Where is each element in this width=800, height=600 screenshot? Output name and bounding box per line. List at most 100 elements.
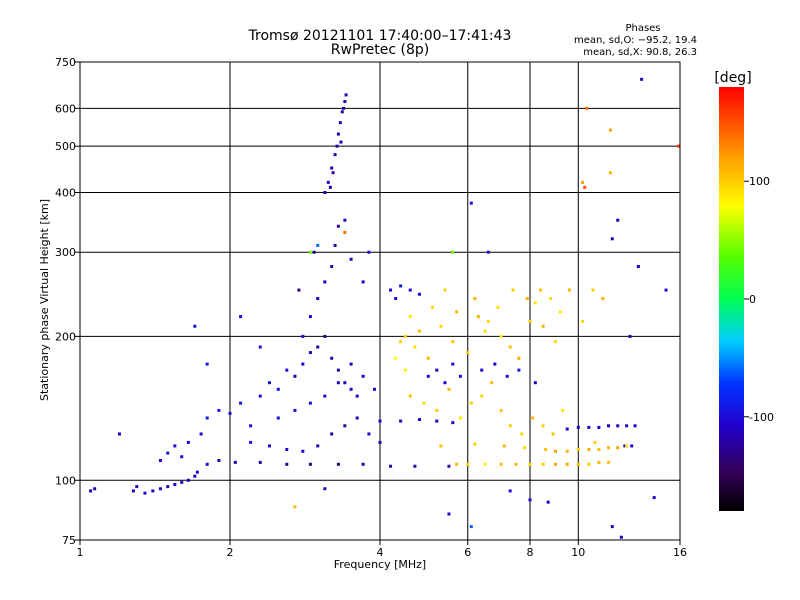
data-point [323,334,327,338]
data-point [610,525,614,529]
y-tick-label: 600 [55,102,76,115]
y-tick-label: 200 [55,330,76,343]
y-tick-label: 400 [55,186,76,199]
data-point [323,487,327,491]
data-point [399,340,403,344]
colorbar-ticks: 100 0 -100 [744,175,774,424]
data-point [422,401,426,405]
data-point [431,305,435,309]
data-point [553,462,557,466]
data-point [551,432,555,436]
data-point [186,478,190,482]
data-point [447,464,451,468]
data-point [539,288,543,292]
data-point [293,408,297,412]
data-point [331,171,335,175]
data-point [546,500,550,504]
data-point [343,381,347,385]
data-point [511,288,515,292]
data-point [608,128,612,132]
data-point [249,424,253,428]
data-point [469,525,473,529]
data-point [505,374,509,378]
y-tick-label: 100 [55,474,76,487]
data-point [336,462,340,466]
data-point [561,408,565,412]
data-point [523,446,527,450]
data-point [508,489,512,493]
data-point [447,512,451,516]
data-point [597,460,601,464]
data-point [312,250,316,254]
data-point [565,427,569,431]
data-point [451,340,455,344]
data-point [455,462,459,466]
y-axis-label: Stationary phase Virtual Height [km] [38,199,51,401]
data-point [399,419,403,423]
data-point [217,458,221,462]
data-point [451,362,455,366]
y-tick-label: 750 [55,56,76,69]
data-point [408,394,412,398]
data-point [338,121,342,125]
data-point [558,310,562,314]
data-point [193,324,197,328]
data-point [486,319,490,323]
data-point [417,292,421,296]
data-point [607,446,611,450]
data-point [258,345,262,349]
data-point [565,462,569,466]
data-point [328,185,332,189]
data-point [593,440,597,444]
data-point [285,368,289,372]
chart-subtitle: RwPretec (8p) [331,42,429,58]
annotation-heading: Phases [625,23,660,34]
data-point [576,447,580,451]
data-point [89,489,93,493]
data-point [330,356,334,360]
data-point [417,418,421,422]
data-point [567,288,571,292]
data-point [117,432,121,436]
data-point [541,462,545,466]
data-point [361,462,365,466]
data-point [625,424,629,428]
data-point [576,425,580,429]
data-point [583,185,587,189]
data-point [199,432,203,436]
data-point [520,432,524,436]
data-point [576,462,580,466]
data-point [355,416,359,420]
data-point [403,334,407,338]
data-point [308,401,312,405]
data-point [581,180,585,184]
data-point [466,351,470,355]
colorbar-tick-label: 100 [749,175,770,188]
data-point [426,356,430,360]
data-point [435,368,439,372]
data-point [186,440,190,444]
data-point [616,424,620,428]
data-point [205,362,209,366]
data-point [528,319,532,323]
data-point [476,315,480,319]
data-point [308,250,312,254]
x-tick-label: 6 [464,546,471,559]
data-point [93,487,97,491]
data-point [389,464,393,468]
data-point [180,480,184,484]
data-point [166,451,170,455]
data-point [473,297,477,301]
data-point [293,505,297,509]
data-point [451,421,455,425]
data-point [301,362,305,366]
data-point [158,458,162,462]
data-point [173,444,177,448]
data-point [173,482,177,486]
data-point [496,305,500,309]
data-point [394,297,398,301]
data-point [336,224,340,228]
data-point [195,470,199,474]
data-point [394,356,398,360]
data-point [616,218,620,222]
